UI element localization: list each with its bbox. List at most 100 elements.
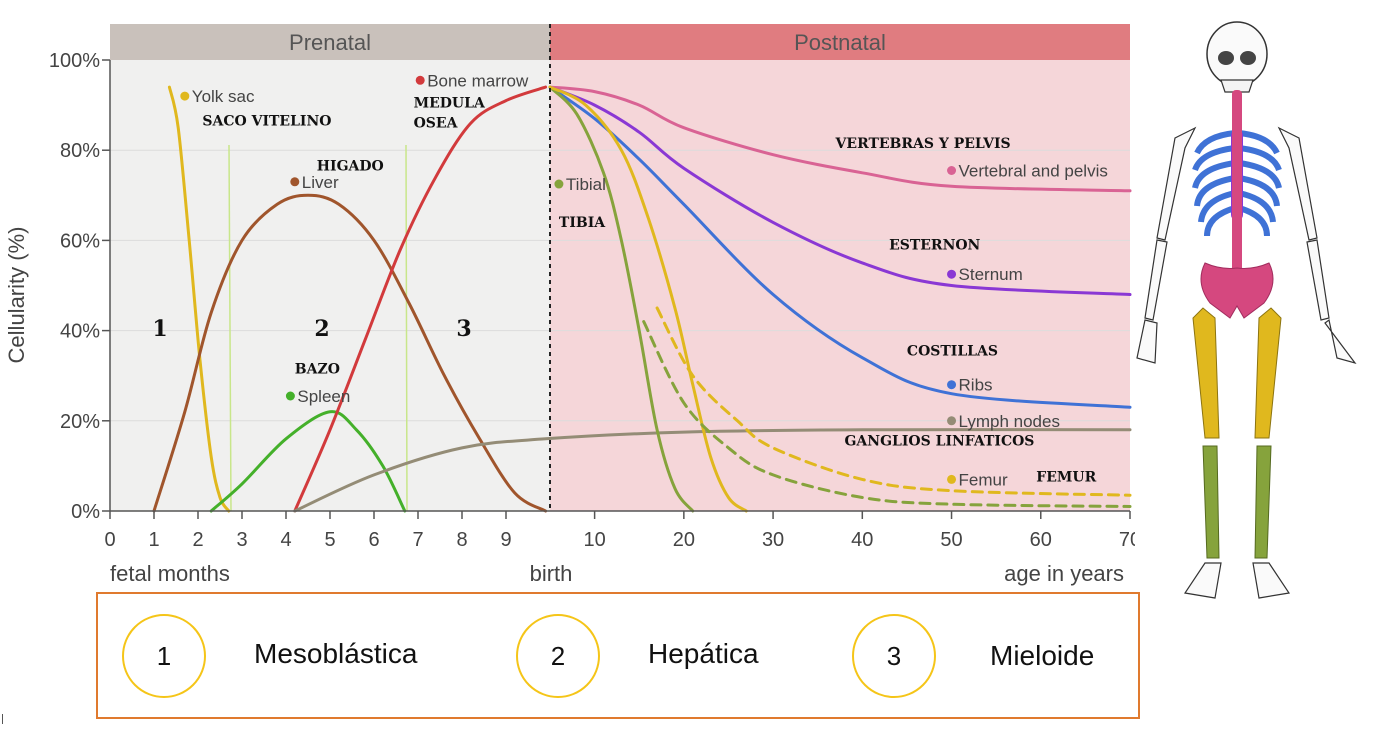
y-tick-label: 60% — [60, 230, 100, 252]
x-tick-label: 2 — [192, 529, 203, 551]
label-dot — [554, 179, 564, 189]
prenatal-header — [110, 24, 550, 60]
corner-tick — [2, 714, 3, 724]
x-tick-label: 60 — [1030, 529, 1052, 551]
annotation: MEDULA — [414, 95, 486, 111]
label-dot — [290, 177, 300, 187]
series-line-bone-marrow — [293, 85, 548, 513]
chart: Prenatal Postnatal 0% 20% 40% 60% 80% 100% 0 1… — [4, 24, 1135, 586]
label-dot — [180, 91, 190, 101]
stage-2-number: 2 — [516, 614, 600, 698]
age-in-years-label: age in years — [1004, 561, 1124, 586]
postnatal-title: Postnatal — [794, 30, 886, 55]
annotation: BAZO — [295, 361, 340, 377]
x-tick-label: 5 — [324, 529, 335, 551]
x-tick-label: 1 — [148, 529, 159, 551]
annotation: ESTERNON — [889, 237, 980, 253]
label-dot — [947, 474, 957, 484]
tibia-icon — [1202, 445, 1272, 559]
label-dot — [285, 391, 295, 401]
stage-1: 1 Mesoblástica — [122, 594, 482, 717]
y-tick-label: 80% — [60, 140, 100, 162]
x-tick-label: 6 — [368, 529, 379, 551]
series-line-femur-dashed — [655, 306, 1132, 497]
series-line-liver — [152, 193, 548, 513]
label-dot — [947, 416, 957, 426]
label-dot — [415, 75, 425, 85]
x-tick-label: 30 — [762, 529, 784, 551]
stage-3-number: 3 — [852, 614, 936, 698]
series-line-tibial-dashed — [642, 320, 1132, 508]
series-line-tibial — [548, 85, 695, 513]
series-layer — [152, 85, 1132, 513]
y-tick-label: 20% — [60, 411, 100, 433]
series-line-femur — [548, 85, 748, 513]
stages-legend: 1 Mesoblástica 2 Hepática 3 Mieloide — [96, 592, 1140, 719]
pelvis-icon — [1200, 262, 1274, 319]
ribs-icon — [1192, 130, 1282, 237]
annotation: TIBIA — [559, 215, 606, 231]
y-axis-label: Cellularity (%) — [4, 227, 29, 364]
y-tick-label: 100% — [49, 50, 100, 72]
annotation: GANGLIOS LINFATICOS — [844, 434, 1034, 450]
x-ticks: 0 1 2 3 4 5 6 7 8 9 10 20 30 40 50 60 70 — [104, 511, 1135, 551]
series-label: Tibial — [566, 175, 606, 194]
y-tick-label: 40% — [60, 321, 100, 343]
x-tick-label: 4 — [280, 529, 291, 551]
label-dot — [947, 380, 957, 390]
x-tick-label: 50 — [940, 529, 962, 551]
x-tick-label: 9 — [500, 529, 511, 551]
series-line-yolk-sac — [167, 85, 231, 513]
stage-2: 2 Hepática — [516, 594, 846, 717]
x-tick-label: 3 — [236, 529, 247, 551]
spine-icon — [1232, 90, 1242, 290]
annotation: SACO VITELINO — [202, 113, 331, 129]
stage-divider-2 — [405, 144, 408, 512]
birth-label: birth — [530, 561, 573, 586]
x-tick-label: 40 — [851, 529, 873, 551]
y-ticks: 0% 20% 40% 60% 80% 100% — [49, 50, 110, 523]
annotation: HIGADO — [317, 158, 384, 174]
annotation: FEMUR — [1036, 470, 1096, 486]
series-label: Vertebral and pelvis — [959, 161, 1108, 180]
postnatal-header — [550, 24, 1130, 60]
series-line-sternum — [548, 85, 1132, 296]
series-label: Lymph nodes — [959, 412, 1060, 431]
x-tick-label: 7 — [412, 529, 423, 551]
annotation: COSTILLAS — [907, 343, 998, 359]
series-line-lymph-nodes — [293, 428, 1132, 513]
series-label: Bone marrow — [427, 71, 529, 90]
annotation: VERTEBRAS Y PELVIS — [835, 136, 1011, 152]
label-dot — [947, 269, 957, 279]
skull-icon — [1206, 21, 1268, 93]
stage-3-label: Mieloide — [990, 640, 1095, 671]
x-tick-label: 0 — [104, 529, 115, 551]
arm-bones-icon — [1136, 126, 1357, 365]
skeleton-illustration — [1136, 21, 1357, 599]
x-tick-label: 10 — [583, 529, 605, 551]
x-tick-label: 70 — [1119, 529, 1135, 551]
postnatal-background — [550, 60, 1130, 511]
fetal-months-label: fetal months — [110, 561, 230, 586]
stage-divider-1 — [228, 144, 232, 512]
prenatal-title: Prenatal — [289, 30, 371, 55]
series-line-vertebral-and-pelvis — [548, 85, 1132, 193]
x-tick-label: 20 — [673, 529, 695, 551]
stage-number-3: 3 — [456, 316, 471, 342]
femur-icon — [1192, 307, 1282, 439]
stage-1-number: 1 — [122, 614, 206, 698]
series-label: Spleen — [297, 387, 350, 406]
series-label: Ribs — [959, 376, 993, 395]
annotations-layer: SACO VITELINO HIGADO MEDULA OSEA BAZO TIBIA VE… — [202, 95, 1096, 485]
stage-3: 3 Mieloide — [852, 594, 1132, 717]
x-tick-label: 8 — [456, 529, 467, 551]
y-tick-label: 0% — [71, 501, 100, 523]
series-label: Liver — [302, 173, 339, 192]
series-line-spleen — [209, 410, 407, 513]
series-label: Femur — [959, 470, 1008, 489]
stage-1-label: Mesoblástica — [254, 638, 418, 669]
labels-layer: Yolk sac Liver Spleen Bone marrow Tibial Vert… — [180, 71, 1108, 489]
series-label: Sternum — [959, 265, 1023, 284]
stage-2-label: Hepática — [648, 638, 759, 669]
stage-number-1: 1 — [152, 316, 167, 342]
